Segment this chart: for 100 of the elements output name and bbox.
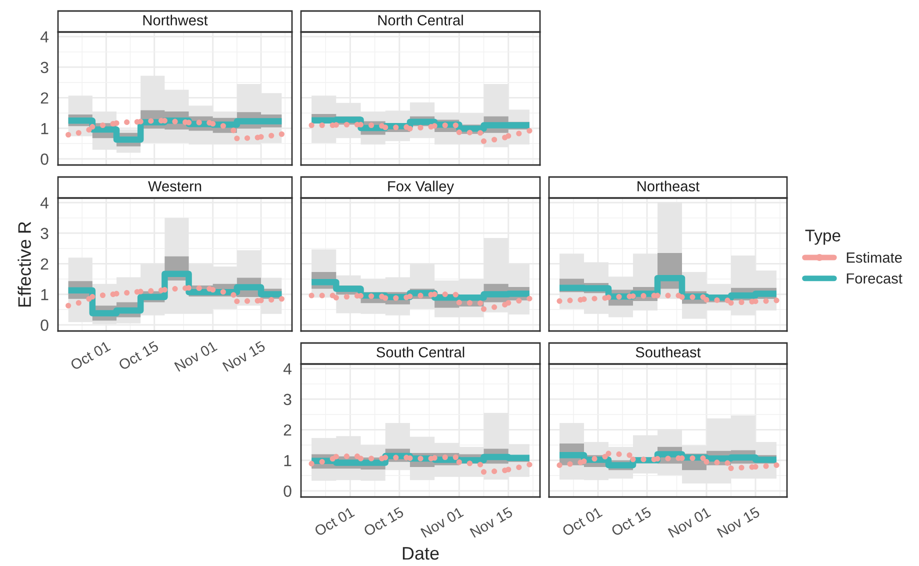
point xyxy=(567,298,573,304)
point xyxy=(626,452,632,458)
point xyxy=(278,296,284,302)
point xyxy=(358,456,364,462)
point xyxy=(114,120,120,126)
point xyxy=(456,300,462,306)
point xyxy=(442,292,448,298)
point xyxy=(382,295,388,301)
point xyxy=(196,285,202,291)
point xyxy=(466,300,472,306)
y-tick-label: 1 xyxy=(284,455,292,466)
point xyxy=(244,298,250,304)
point xyxy=(704,297,710,303)
chart-title: Western xyxy=(148,181,202,192)
point xyxy=(124,119,130,125)
point xyxy=(602,454,608,460)
point xyxy=(466,130,472,136)
point xyxy=(714,297,720,303)
point xyxy=(368,293,374,299)
point xyxy=(452,122,458,128)
point xyxy=(100,292,106,298)
point xyxy=(210,286,216,292)
point xyxy=(76,130,82,136)
x-tick-label: Nov 01 xyxy=(420,506,464,538)
point xyxy=(480,306,487,312)
point xyxy=(526,462,532,468)
point xyxy=(432,123,438,129)
point xyxy=(308,460,314,466)
point xyxy=(220,289,226,295)
y-tick-label: 1 xyxy=(41,289,48,300)
point xyxy=(724,460,730,466)
point xyxy=(76,300,82,306)
point xyxy=(172,286,178,292)
point xyxy=(665,456,671,462)
point xyxy=(100,122,106,128)
point xyxy=(516,298,522,304)
chart-title: Southeast xyxy=(636,346,701,358)
point xyxy=(763,298,769,304)
point xyxy=(368,122,374,128)
y-tick-label: 0 xyxy=(284,486,292,497)
point xyxy=(210,120,216,126)
chart-title: South Central xyxy=(376,346,464,358)
point xyxy=(407,294,413,300)
legend-title: Type xyxy=(805,230,840,245)
point xyxy=(442,122,448,128)
point xyxy=(640,293,646,299)
point xyxy=(556,462,562,468)
y-tick-label: 0 xyxy=(40,320,48,331)
x-tick-label: Nov 15 xyxy=(222,340,266,372)
y-axis-title: Effective R xyxy=(18,222,31,307)
point xyxy=(124,290,130,296)
point xyxy=(526,296,532,302)
point xyxy=(172,118,178,124)
point xyxy=(728,300,734,306)
y-tick-label: 3 xyxy=(284,394,292,406)
point xyxy=(333,454,339,460)
point xyxy=(456,130,462,136)
point xyxy=(616,451,622,457)
x-tick-label: Oct 01 xyxy=(562,506,603,536)
point xyxy=(418,124,424,130)
point xyxy=(763,463,769,469)
x-tick-label: Oct 15 xyxy=(363,506,404,536)
point xyxy=(308,122,314,128)
point xyxy=(452,454,458,460)
legend-label: Forecast xyxy=(846,273,902,284)
chart-title: Northwest xyxy=(143,14,208,26)
point xyxy=(90,294,96,300)
point xyxy=(333,294,339,300)
point xyxy=(234,298,240,304)
point xyxy=(382,454,388,460)
point xyxy=(393,124,399,130)
point xyxy=(492,468,498,474)
x-tick-label: Nov 01 xyxy=(668,506,712,538)
y-tick-label: 2 xyxy=(284,424,292,436)
point xyxy=(480,138,487,144)
point xyxy=(738,464,744,470)
point xyxy=(700,455,706,461)
point xyxy=(230,292,236,298)
x-tick-label: Oct 01 xyxy=(314,506,355,536)
x-axis-title: Date xyxy=(402,547,439,560)
legend-label: Estimate xyxy=(846,252,902,263)
point xyxy=(630,456,636,462)
point xyxy=(738,299,744,306)
point xyxy=(393,454,399,460)
point xyxy=(690,294,696,300)
point xyxy=(66,302,72,308)
point xyxy=(244,135,250,141)
y-tick-label: 3 xyxy=(40,228,48,240)
point xyxy=(506,133,512,139)
point xyxy=(480,469,487,475)
point xyxy=(477,300,484,306)
x-tick-label: Oct 15 xyxy=(610,506,652,536)
y-tick-label: 4 xyxy=(40,31,49,42)
point xyxy=(492,304,498,310)
point xyxy=(516,464,522,470)
point xyxy=(640,456,646,462)
y-tick-label: 2 xyxy=(40,258,48,270)
point xyxy=(704,459,710,465)
point xyxy=(477,130,484,136)
point xyxy=(268,132,274,138)
